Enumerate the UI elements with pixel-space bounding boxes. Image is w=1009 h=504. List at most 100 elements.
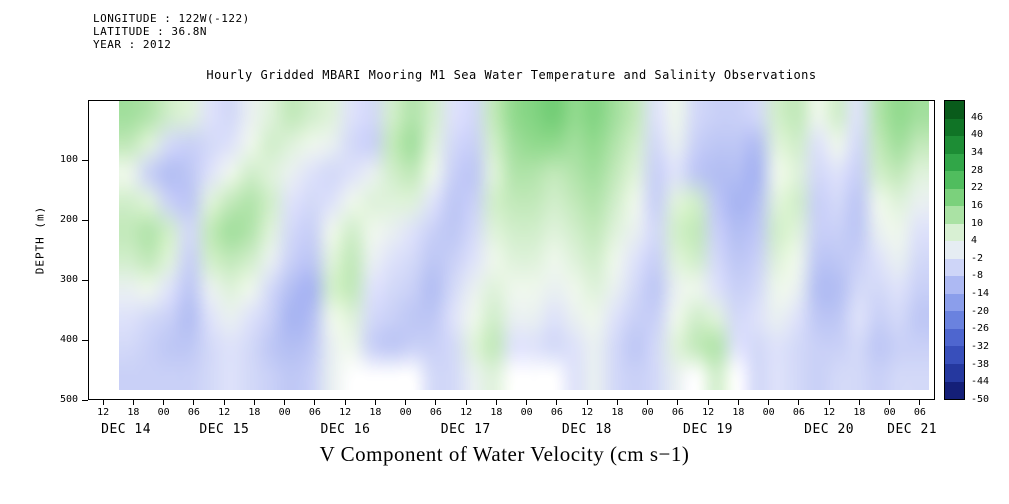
x-tick-mark [677,400,679,405]
x-date-label: DEC 14 [101,422,152,437]
x-tick-label: 18 [248,407,261,418]
colorbar-tick-label: -32 [971,341,990,353]
x-tick-label: 18 [127,407,140,418]
y-tick-mark [82,279,88,281]
x-tick-label: 18 [369,407,382,418]
colorbar-segment [945,363,964,382]
plot-area [88,100,935,400]
colorbar-segment [945,136,964,154]
x-tick-mark [163,400,165,405]
y-axis-label: DEPTH (m) [33,205,47,275]
colorbar-tick-label: 22 [971,182,984,194]
x-tick-mark [193,400,195,405]
x-tick-label: 12 [460,407,473,418]
x-date-label: DEC 18 [561,422,612,437]
y-tick-label: 500 [59,394,78,405]
x-date-label: DEC 20 [804,422,855,437]
x-tick-mark [556,400,558,405]
x-tick-label: 12 [97,407,110,418]
x-tick-mark [465,400,467,405]
x-tick-label: 06 [550,407,563,418]
x-tick-mark [405,400,407,405]
x-tick-mark [223,400,225,405]
colorbar-tick-label: -2 [971,252,984,264]
x-tick-mark [889,400,891,405]
colorbar-segment [945,118,964,137]
colorbar-segment [945,223,964,242]
x-tick-label: 06 [792,407,805,418]
x-date-label: DEC 19 [683,422,733,437]
colorbar-segment [945,188,964,207]
x-tick-label: 00 [883,407,896,418]
colorbar-tick-label: -44 [971,376,990,388]
x-date-label: DEC 15 [199,422,250,437]
y-tick-mark [82,399,88,401]
colorbar-segment [945,328,964,347]
y-tick-mark [82,159,88,161]
colorbar-tick-label: -20 [971,305,990,317]
colorbar-segment [945,293,964,312]
x-tick-mark [284,400,286,405]
x-tick-mark [102,400,104,405]
y-tick-label: 300 [59,274,78,285]
colorbar-segment [945,311,964,329]
x-tick-label: 00 [520,407,533,418]
x-tick-label: 18 [732,407,745,418]
colorbar-segment [945,276,964,294]
x-tick-label: 00 [641,407,654,418]
colorbar-tick-label: 46 [971,111,984,123]
x-tick-label: 18 [611,407,624,418]
colorbar-segment [945,258,964,277]
x-tick-mark [737,400,739,405]
x-tick-label: 00 [157,407,170,418]
colorbar [944,100,965,400]
y-tick-mark [82,339,88,341]
header-latitude: LATITUDE : 36.8N [93,25,207,38]
colorbar-tick-label: -26 [971,323,990,335]
x-tick-mark [344,400,346,405]
colorbar-tick-label: -14 [971,288,990,300]
y-tick-label: 200 [59,214,78,225]
colorbar-segment [945,206,964,224]
x-tick-mark [526,400,528,405]
colorbar-tick-label: 4 [971,235,978,247]
heatmap-canvas [119,101,929,390]
colorbar-tick-label: 10 [971,217,984,229]
colorbar-segment [945,241,964,259]
x-tick-mark [858,400,860,405]
x-tick-label: 00 [278,407,291,418]
x-tick-label: 12 [823,407,836,418]
colorbar-tick-label: 16 [971,199,984,211]
x-tick-label: 06 [187,407,200,418]
x-tick-label: 00 [762,407,775,418]
x-tick-label: 12 [339,407,352,418]
x-tick-label: 00 [399,407,412,418]
colorbar-segment [945,381,964,400]
x-tick-label: 12 [581,407,594,418]
x-tick-mark [132,400,134,405]
chart-title: Hourly Gridded MBARI Mooring M1 Sea Wate… [206,68,817,82]
x-tick-mark [828,400,830,405]
colorbar-tick-label: 34 [971,146,984,158]
x-tick-mark [707,400,709,405]
colorbar-tick-label: -38 [971,358,990,370]
x-tick-mark [374,400,376,405]
x-tick-mark [616,400,618,405]
colorbar-tick-label: -50 [971,394,990,405]
x-tick-mark [253,400,255,405]
y-tick-label: 400 [59,334,78,345]
x-tick-mark [768,400,770,405]
x-tick-label: 06 [913,407,926,418]
x-tick-mark [586,400,588,405]
x-tick-mark [647,400,649,405]
y-tick-mark [82,219,88,221]
colorbar-segment [945,171,964,189]
x-tick-label: 06 [429,407,442,418]
x-tick-mark [314,400,316,405]
y-tick-label: 100 [59,154,78,165]
x-tick-label: 18 [853,407,866,418]
x-tick-label: 06 [671,407,684,418]
x-date-label: DEC 21 [887,422,938,437]
x-tick-label: 12 [218,407,231,418]
